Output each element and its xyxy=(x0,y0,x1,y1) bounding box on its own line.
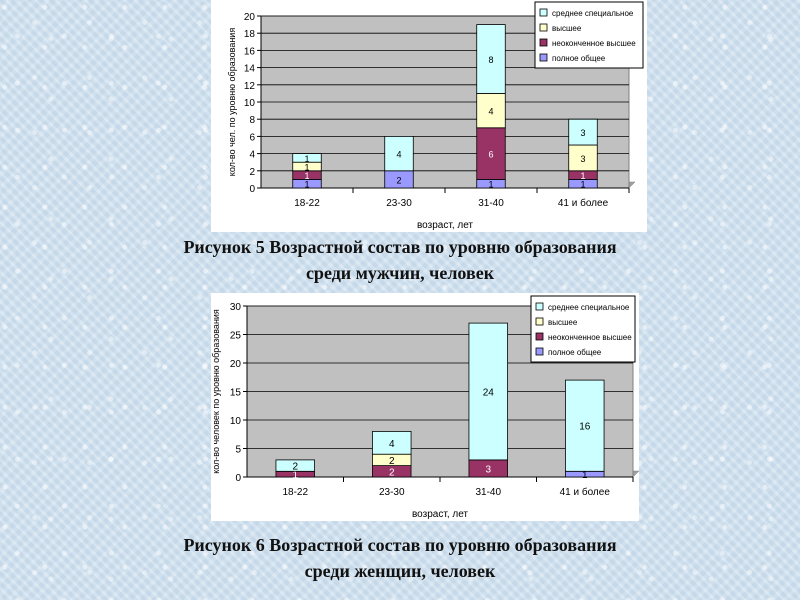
chart1-legend-label: высшее xyxy=(552,24,582,33)
chart1-data-label: 1 xyxy=(580,171,585,181)
chart1-y-tick-label: 0 xyxy=(249,184,255,195)
chart1-x-tick-label: 41 и более xyxy=(558,197,609,209)
chart1-y-tick-label: 16 xyxy=(244,46,256,57)
chart1-y-tick-label: 20 xyxy=(244,12,256,23)
chart1-data-label: 1 xyxy=(304,180,309,190)
chart2-data-label: 3 xyxy=(485,464,491,475)
chart1-bar-segment xyxy=(384,135,414,172)
chart-men: 02468101214161820111118-222423-30164831-… xyxy=(227,1,644,231)
chart1-legend-box xyxy=(534,1,644,69)
chart1-data-label: 1 xyxy=(304,171,309,181)
chart1-data-label: 4 xyxy=(396,150,401,160)
chart1-y-tick-label: 12 xyxy=(244,81,256,92)
chart2-data-label: 2 xyxy=(389,467,395,478)
chart1-data-label: 3 xyxy=(580,128,585,138)
chart2-y-tick-label: 25 xyxy=(230,331,242,342)
chart-women-panel: 0 5 10 15 20 25 30 1 2 18-22 2 2 4 23-30 3 24 31-40 1 16 41… xyxy=(211,293,639,521)
chart2-data-label: 24 xyxy=(483,388,495,399)
chart1-legend-swatch xyxy=(539,53,548,62)
chart1-legend-swatch xyxy=(539,8,548,17)
chart1-bar-segment xyxy=(476,93,506,129)
chart2-x-axis-label: возраст, лет xyxy=(412,509,468,520)
chart2-y-axis-label: кол-во человек по уровню образования xyxy=(211,309,221,474)
chart2-x-tick-label: 18-22 xyxy=(282,487,308,498)
chart2-data-label: 16 xyxy=(579,422,591,433)
chart2-data-label: 1 xyxy=(582,470,588,481)
chart1-data-label: 8 xyxy=(488,55,493,65)
chart1-data-label: 1 xyxy=(488,180,493,190)
chart1-bar-segment xyxy=(568,144,598,172)
chart1-y-tick-label: 6 xyxy=(249,132,255,143)
chart1-data-label: 1 xyxy=(304,154,309,164)
chart2-legend-swatch xyxy=(535,332,544,341)
chart1-legend-swatch xyxy=(539,38,548,47)
chart2-x-tick-label: 31-40 xyxy=(475,487,501,498)
chart1-y-tick-label: 2 xyxy=(249,167,255,178)
chart1-y-tick-label: 8 xyxy=(249,115,255,126)
chart1-data-label: 1 xyxy=(304,163,309,173)
chart1-y-tick-label: 4 xyxy=(249,150,255,161)
chart2-x-tick-label: 23-30 xyxy=(379,487,405,498)
chart1-legend-label: полное общее xyxy=(552,54,606,63)
chart2-x-tick-label: 41 и более xyxy=(560,486,611,498)
chart1-data-label: 6 xyxy=(488,150,493,160)
figure-5-caption: Рисунок 5 Возрастной состав по уровню об… xyxy=(0,234,800,286)
figure-6-caption-line1: Рисунок 6 Возрастной состав по уровню об… xyxy=(183,535,617,555)
chart2-legend-swatch xyxy=(535,302,544,311)
chart1-y-tick-label: 14 xyxy=(244,64,256,75)
chart2-data-label: 1 xyxy=(292,470,298,481)
chart1-legend-label: неоконченное высшее xyxy=(552,39,636,48)
chart1-bar-segment xyxy=(568,118,598,146)
chart2-bar-segment xyxy=(275,459,315,472)
chart1-legend-label: среднее специальное xyxy=(552,9,634,18)
chart2-legend-swatch xyxy=(535,317,544,326)
chart1-data-label: 3 xyxy=(580,154,585,164)
figure-5-caption-line1: Рисунок 5 Возрастной состав по уровню об… xyxy=(183,237,617,257)
chart2-bar-segment xyxy=(468,322,508,461)
chart2-y-tick-label: 5 xyxy=(235,445,241,456)
chart1-y-tick-label: 18 xyxy=(244,29,256,40)
figure-6-caption: Рисунок 6 Возрастной состав по уровню об… xyxy=(0,532,800,584)
chart1-x-tick-label: 23-30 xyxy=(386,198,412,209)
chart1-bar-segment xyxy=(292,153,322,163)
chart-women: 0510152025301218-2222423-3032431-4011641… xyxy=(211,295,639,520)
chart2-bar-segment xyxy=(372,430,412,455)
chart2-y-tick-label: 0 xyxy=(235,473,241,484)
chart2-y-tick-label: 10 xyxy=(230,416,242,427)
chart2-data-label: 2 xyxy=(292,462,298,473)
chart2-legend-label: полное общее xyxy=(548,348,602,357)
chart1-bar-segment xyxy=(476,24,506,94)
figure-5-caption-line2: среди мужчин, человек xyxy=(305,263,495,283)
chart2-data-label: 4 xyxy=(389,439,395,450)
chart2-legend-label: среднее специальное xyxy=(548,303,630,312)
chart1-x-tick-label: 18-22 xyxy=(294,198,320,209)
chart2-legend-label: неоконченное высшее xyxy=(548,333,632,342)
chart2-data-label: 2 xyxy=(389,456,395,467)
chart1-x-axis-label: возраст, лет xyxy=(417,220,473,231)
chart2-legend-swatch xyxy=(535,347,544,356)
chart2-y-tick-label: 30 xyxy=(230,302,242,313)
chart2-legend-box xyxy=(530,295,636,363)
chart1-legend-swatch xyxy=(539,23,548,32)
chart1-data-label: 1 xyxy=(580,180,585,190)
chart1-x-tick-label: 31-40 xyxy=(478,198,504,209)
chart2-bar-segment xyxy=(565,379,605,472)
chart1-y-axis-label: кол-во чел. по уровню образования xyxy=(227,28,237,177)
figure-6-caption-line2: среди женщин, человек xyxy=(304,561,496,581)
chart-men-panel: 0 2 4 6 8 10 12 14 16 18 20 1 1 1 1 18-22 2 4 23-30 1 6 4 8 31-… xyxy=(211,0,647,232)
chart1-data-label: 2 xyxy=(396,175,401,185)
chart2-y-tick-label: 15 xyxy=(230,388,242,399)
chart2-y-tick-label: 20 xyxy=(230,359,242,370)
chart2-legend-label: высшее xyxy=(548,318,578,327)
chart1-y-tick-label: 10 xyxy=(244,98,256,109)
chart1-data-label: 4 xyxy=(488,107,493,117)
chart1-bar-segment xyxy=(476,127,506,180)
